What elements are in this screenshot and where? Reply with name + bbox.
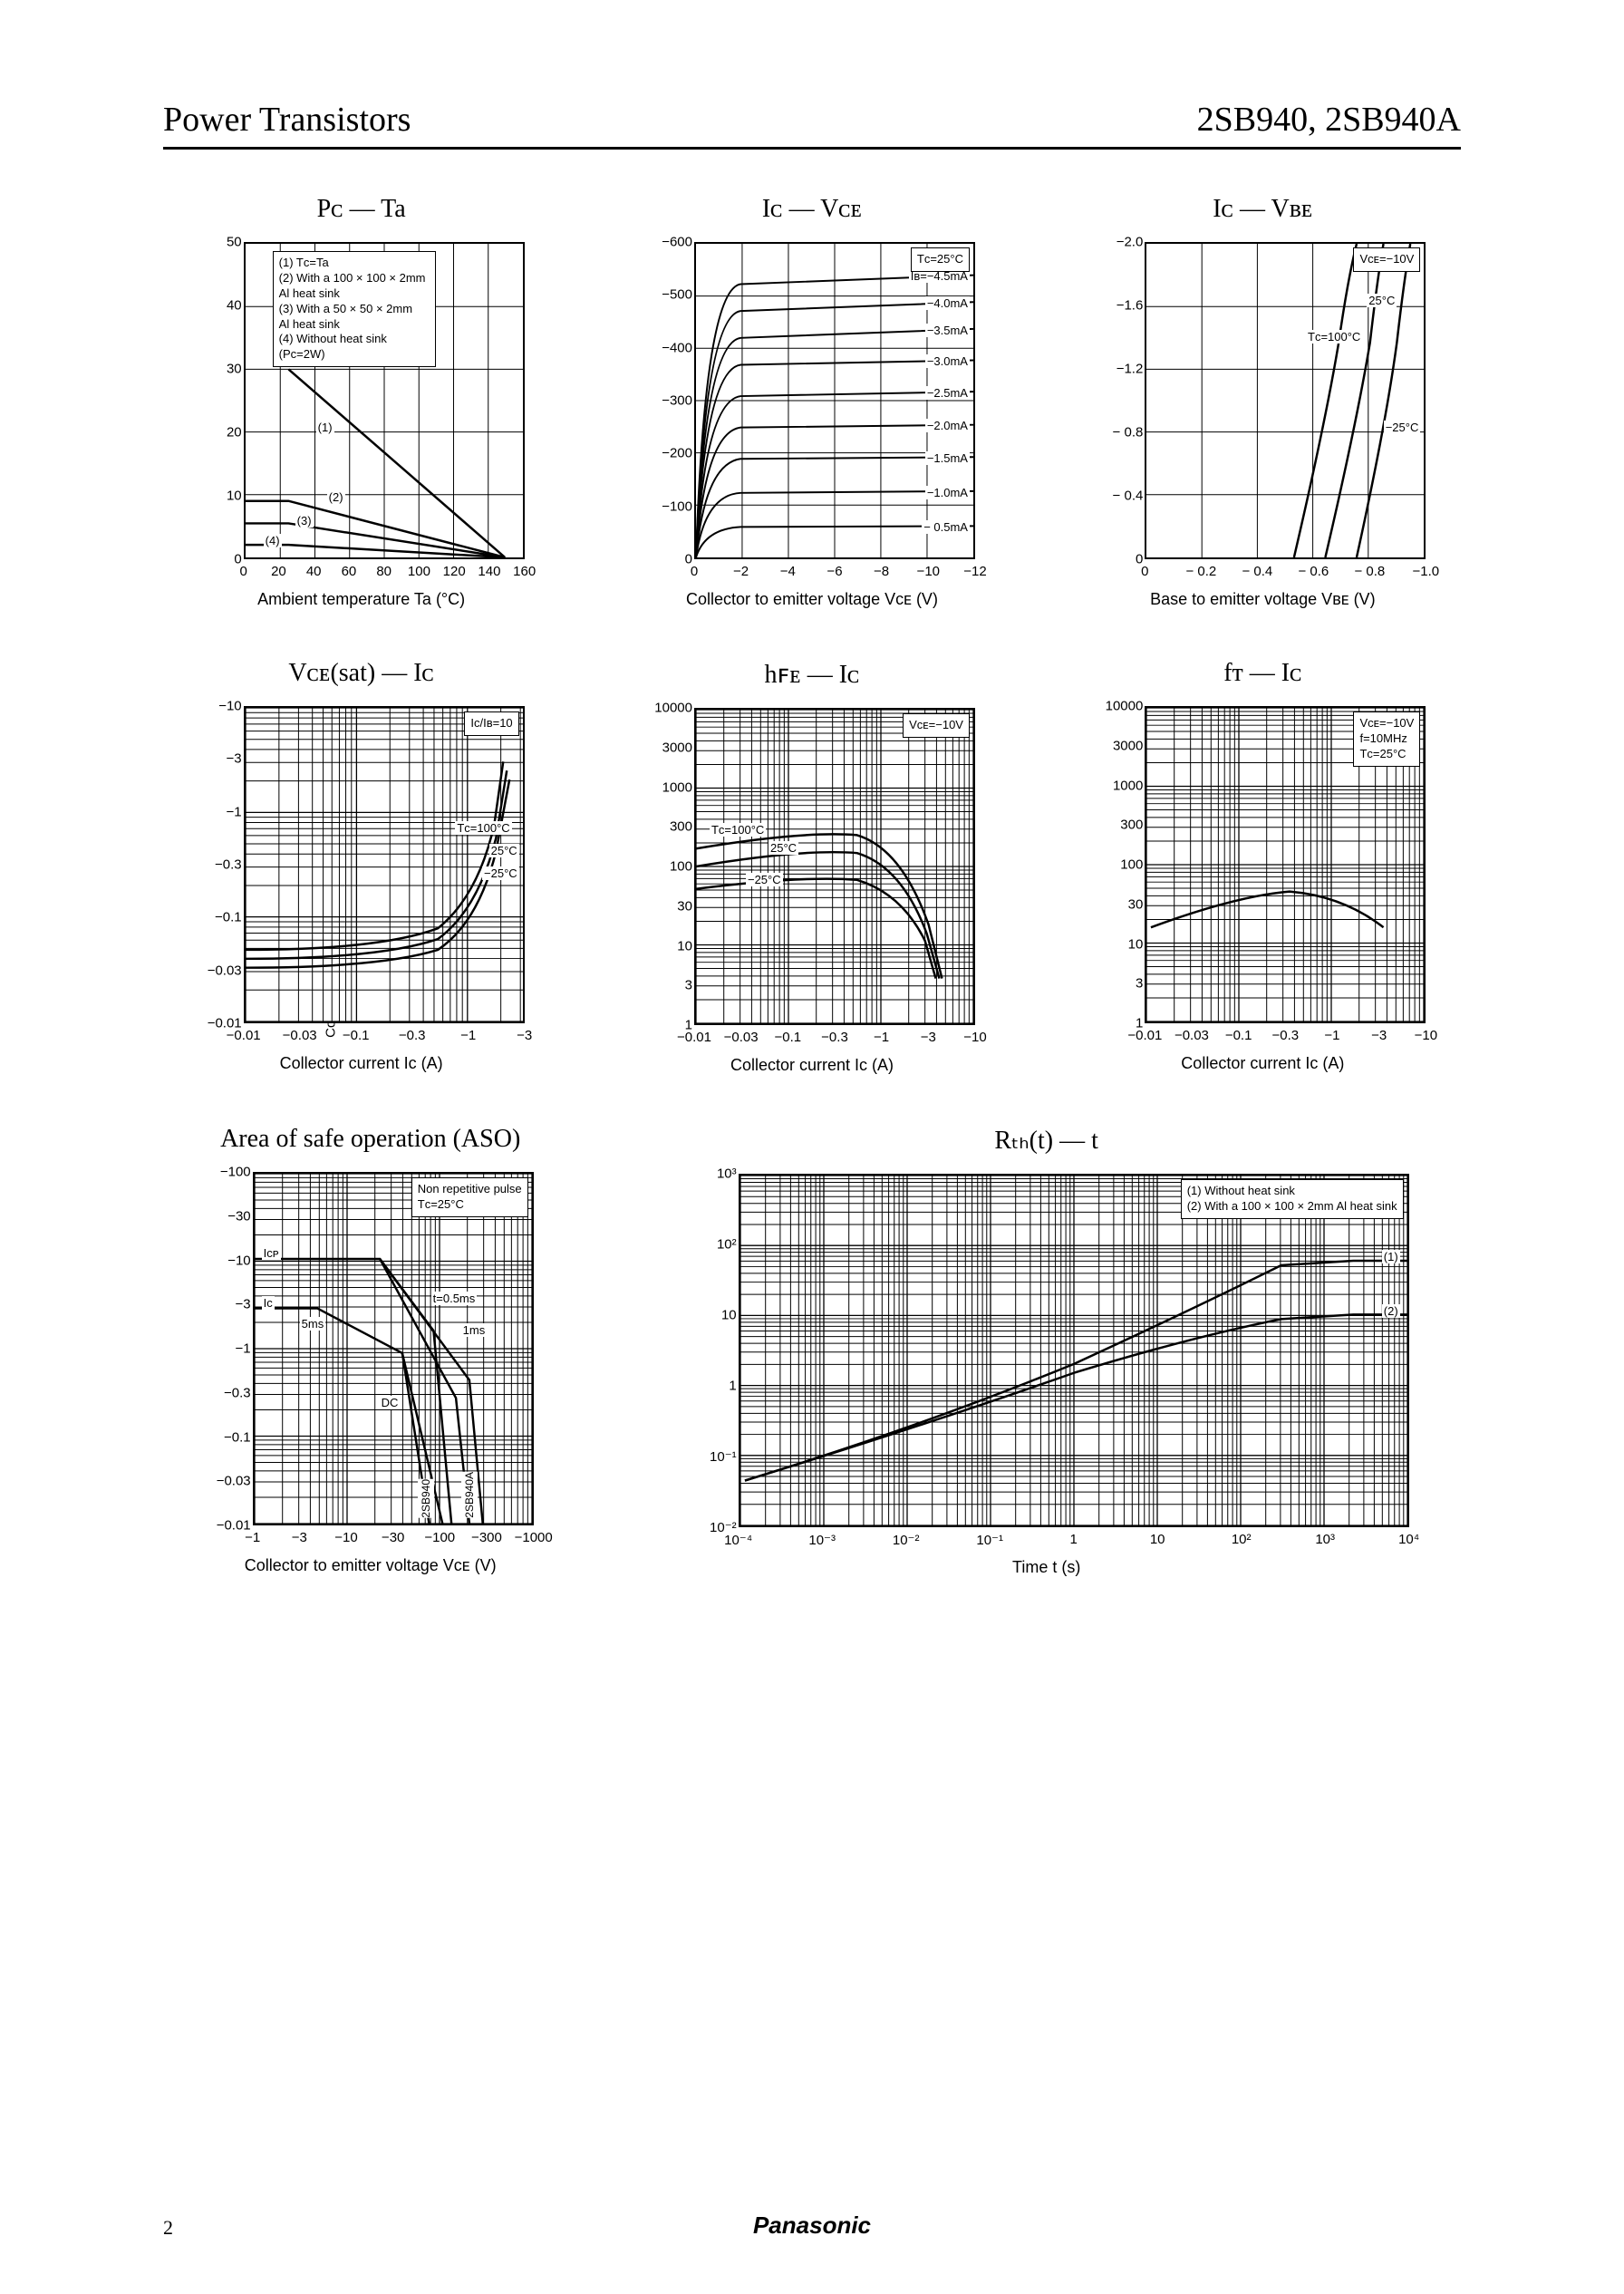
charts-row-1: Pᴄ — Ta Collector power dissipation Pᴄ (… bbox=[163, 195, 1461, 614]
x-axis-label: Collector to emitter voltage Vᴄᴇ (V) bbox=[245, 1556, 497, 1575]
plot-area: Vᴄᴇ=−10V 25°C Tᴄ=100°C −25°C bbox=[1145, 242, 1426, 559]
charts-row-3: Area of safe operation (ASO) Collector c… bbox=[163, 1125, 1461, 1582]
x-axis-label: Collector current Iᴄ (A) bbox=[280, 1054, 443, 1073]
plot-area: Vᴄᴇ=−10V Tᴄ=100°C 25°C −25°C bbox=[694, 708, 975, 1025]
chart-title: fᴛ — Iᴄ bbox=[1065, 659, 1461, 688]
chart-ic-vbe: Iᴄ — Vʙᴇ Collector current Iᴄ (A) Base t… bbox=[1065, 195, 1461, 614]
x-axis-label: Collector current Iᴄ (A) bbox=[1181, 1054, 1344, 1073]
chart-ic-vce: Iᴄ — Vᴄᴇ Collector current Iᴄ (A) Collec… bbox=[614, 195, 1010, 614]
x-axis-label: Collector current Iᴄ (A) bbox=[730, 1056, 894, 1075]
legend: (1) Tᴄ=Ta (2) With a 100 × 100 × 2mm Al … bbox=[273, 251, 436, 367]
x-axis-label: Base to emitter voltage Vʙᴇ (V) bbox=[1150, 590, 1375, 609]
charts-row-2: Vᴄᴇ(sat) — Iᴄ Collector to emitter satur… bbox=[163, 659, 1461, 1079]
chart-title: Area of safe operation (ASO) bbox=[163, 1125, 577, 1154]
chart-hfe-ic: hꜰᴇ — Iᴄ Forward current transfer ratio … bbox=[614, 659, 1010, 1079]
x-axis-label: Time t (s) bbox=[1012, 1558, 1080, 1577]
header-left: Power Transistors bbox=[163, 100, 411, 140]
chart-aso: Area of safe operation (ASO) Collector c… bbox=[163, 1125, 577, 1582]
chart-title: Rₜₕ(t) — t bbox=[632, 1125, 1461, 1156]
chart-title: Iᴄ — Vᴄᴇ bbox=[614, 195, 1010, 224]
chart-title: hꜰᴇ — Iᴄ bbox=[614, 659, 1010, 690]
brand-logo: Panasonic bbox=[753, 2212, 871, 2240]
chart-title: Pᴄ — Ta bbox=[163, 195, 559, 224]
header-right: 2SB940, 2SB940A bbox=[1197, 100, 1461, 140]
plot-area: Tᴄ=25°C Iʙ=−4.5mA −4.0mA −3.5mA −3.0mA −… bbox=[694, 242, 975, 559]
plot-area: Non repetitive pulse Tᴄ=25°C Iᴄᴘ Iᴄ 5ms … bbox=[253, 1172, 534, 1525]
x-axis-label: Ambient temperature Ta (°C) bbox=[257, 590, 465, 609]
page-number: 2 bbox=[163, 2216, 173, 2240]
chart-title: Vᴄᴇ(sat) — Iᴄ bbox=[163, 659, 559, 688]
chart-ft-ic: fᴛ — Iᴄ Transition frequency fᴛ (MHz) Co… bbox=[1065, 659, 1461, 1079]
x-axis-label: Collector to emitter voltage Vᴄᴇ (V) bbox=[686, 590, 938, 609]
plot-area: Vᴄᴇ=−10V f=10MHz Tᴄ=25°C bbox=[1145, 706, 1426, 1023]
plot-area: (1) Tᴄ=Ta (2) With a 100 × 100 × 2mm Al … bbox=[244, 242, 525, 559]
plot-area: (1) Without heat sink (2) With a 100 × 1… bbox=[739, 1174, 1409, 1527]
chart-title: Iᴄ — Vʙᴇ bbox=[1065, 195, 1461, 224]
chart-vcesat-ic: Vᴄᴇ(sat) — Iᴄ Collector to emitter satur… bbox=[163, 659, 559, 1079]
chart-pc-ta: Pᴄ — Ta Collector power dissipation Pᴄ (… bbox=[163, 195, 559, 614]
chart-rth-t: Rₜₕ(t) — t Thermal resistance Rₜₕ(t) (°C… bbox=[632, 1125, 1461, 1582]
page-header: Power Transistors 2SB940, 2SB940A bbox=[163, 100, 1461, 150]
plot-area: Iᴄ/Iʙ=10 Tᴄ=100°C 25°C −25°C bbox=[244, 706, 525, 1023]
